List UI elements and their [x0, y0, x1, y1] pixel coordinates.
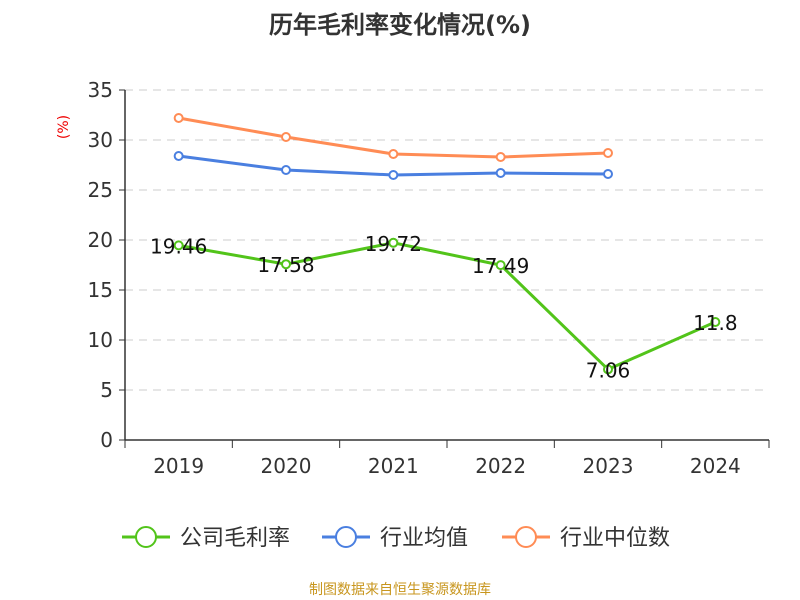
data-point: [388, 237, 399, 248]
data-point: [495, 152, 506, 162]
y-tick-label: 25: [88, 178, 113, 202]
data-point: [603, 169, 613, 179]
data-point: [495, 260, 506, 271]
source-note: 制图数据来自恒生聚源数据库: [309, 582, 491, 598]
y-axis-label: (%): [56, 115, 72, 139]
legend-label: 行业中位数: [560, 526, 670, 551]
y-tick-label: 0: [100, 428, 113, 452]
y-tick-label: 10: [88, 328, 113, 352]
legend-label: 行业均值: [380, 526, 468, 551]
data-label: 17.49: [472, 254, 529, 278]
legend-marker: [515, 526, 537, 548]
x-tick-label: 2021: [368, 454, 419, 478]
y-tick-label: 15: [88, 278, 113, 302]
data-point: [603, 364, 613, 375]
data-label: 7.06: [586, 358, 631, 382]
data-label: 19.72: [365, 232, 422, 256]
y-tick-label: 30: [88, 128, 113, 152]
data-point: [281, 165, 291, 175]
legend-marker: [135, 526, 157, 548]
chart-title: 历年毛利率变化情况(%): [269, 11, 531, 39]
x-tick-label: 2024: [690, 454, 741, 478]
data-label: 19.46: [150, 234, 207, 258]
data-point: [710, 317, 721, 327]
data-point: [495, 168, 506, 178]
data-point: [173, 240, 184, 251]
data-point: [388, 149, 399, 159]
legend-label: 公司毛利率: [180, 526, 290, 551]
y-tick-label: 20: [88, 228, 113, 252]
data-point: [173, 113, 184, 123]
data-point: [281, 132, 291, 142]
data-point: [603, 148, 613, 158]
data-point: [281, 259, 291, 270]
data-point: [173, 151, 184, 161]
data-point: [388, 170, 399, 180]
legend-marker: [335, 526, 357, 548]
x-tick-label: 2022: [475, 454, 526, 478]
data-label: 17.58: [257, 253, 314, 277]
x-tick-label: 2023: [583, 454, 634, 478]
y-tick-label: 5: [100, 378, 113, 402]
data-label: 11.8: [693, 311, 738, 335]
y-tick-label: 35: [88, 78, 113, 102]
x-tick-label: 2020: [261, 454, 312, 478]
series-line: [178, 241, 716, 372]
x-tick-label: 2019: [153, 454, 204, 478]
